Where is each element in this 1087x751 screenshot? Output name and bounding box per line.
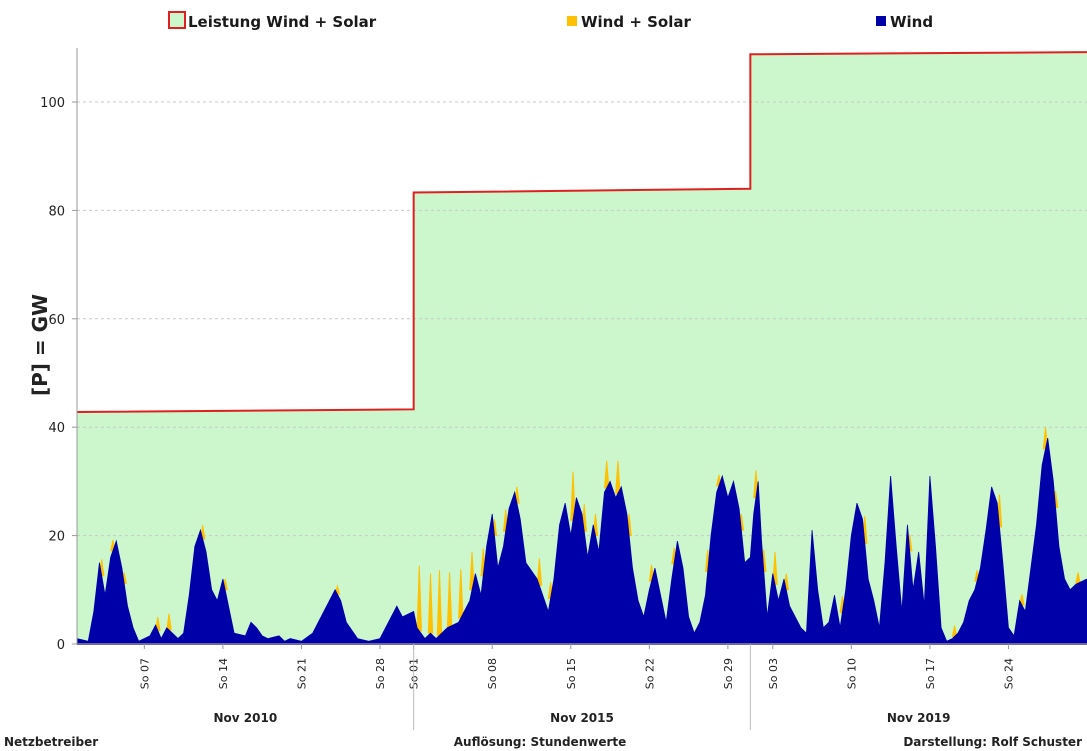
x-tick-label: So 28 — [374, 658, 387, 689]
x-tick-label: So 14 — [217, 658, 230, 689]
legend: Leistung Wind + Solar Wind + Solar Wind — [168, 11, 933, 31]
footer-author: Darstellung: Rolf Schuster — [903, 735, 1082, 749]
x-tick-label: So 22 — [643, 658, 656, 689]
x-tick-label: So 10 — [845, 658, 858, 689]
legend-swatch-wind-solar — [567, 16, 577, 26]
period-label: Nov 2010 — [213, 711, 277, 725]
footer-source: Netzbetreiber — [4, 735, 98, 749]
y-tick-label: 100 — [40, 96, 65, 111]
legend-swatch-wind — [876, 16, 886, 26]
legend-label-leistung: Leistung Wind + Solar — [188, 13, 377, 31]
y-tick-label: 80 — [48, 204, 65, 219]
wind-area — [76, 437, 1087, 645]
x-tick-label: So 07 — [138, 658, 151, 689]
x-tick-label: So 08 — [486, 658, 499, 689]
grid-lines — [77, 101, 1087, 537]
period-label: Nov 2015 — [550, 711, 614, 725]
y-axis-label: [P] = GW — [28, 294, 52, 396]
period-labels: Nov 2010 Nov 2015 Nov 2019 — [213, 644, 951, 730]
capacity-line — [76, 51, 1087, 414]
legend-swatch-leistung — [168, 11, 186, 29]
x-tick-label: So 24 — [1002, 658, 1015, 689]
legend-label-wind-solar: Wind + Solar — [581, 13, 691, 31]
x-tick-label: So 29 — [722, 658, 735, 689]
wind-solar-series — [98, 427, 1081, 637]
x-tick-label: So 21 — [295, 658, 308, 689]
x-tick-label: So 17 — [924, 658, 937, 689]
y-tick-label: 0 — [57, 638, 65, 653]
wind-series — [76, 437, 1087, 645]
y-tick-label: 60 — [48, 313, 65, 328]
legend-label-wind: Wind — [890, 13, 933, 31]
capacity-step-line — [76, 51, 1087, 414]
x-tick-label: So 15 — [565, 658, 578, 689]
footer-resolution: Auflösung: Stundenwerte — [454, 735, 627, 749]
capacity-area-fill — [77, 52, 1087, 645]
y-tick-label: 20 — [48, 530, 65, 545]
y-tick-label: 40 — [48, 421, 65, 436]
capacity-area — [77, 52, 1087, 645]
axes — [76, 48, 1087, 645]
x-tick-label: So 03 — [767, 658, 780, 689]
y-axis-ticks: 0 20 40 60 80 100 — [40, 96, 77, 653]
period-label: Nov 2019 — [887, 711, 951, 725]
